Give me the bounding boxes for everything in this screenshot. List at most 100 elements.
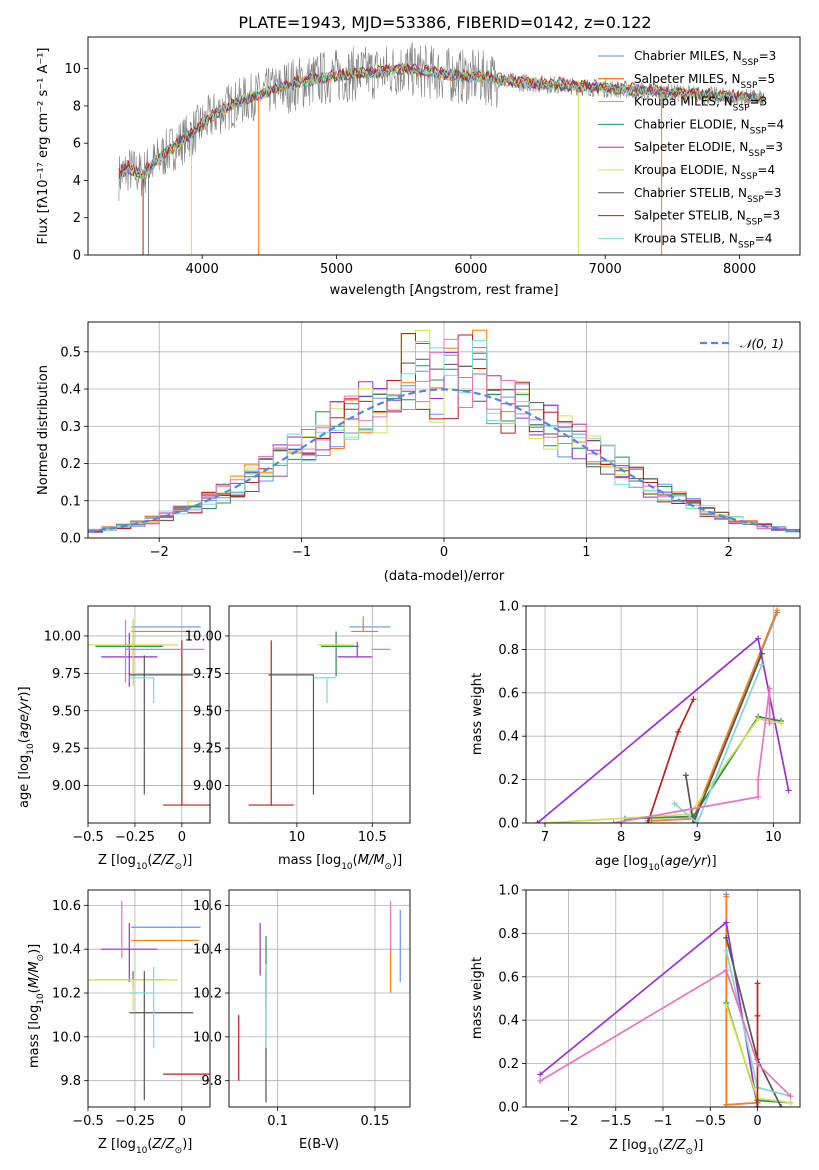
subscript: SSP	[748, 149, 765, 159]
legend-label-4: Salpeter ELODIE, NSSP​=3	[634, 140, 783, 159]
series-line-3	[536, 636, 790, 823]
data-point-4	[132, 644, 134, 646]
label-text: =3	[759, 49, 777, 63]
y-tick-label: 6	[73, 137, 81, 152]
series-marker-8	[755, 776, 762, 783]
series-marker-1	[774, 607, 781, 614]
label-text: (	[353, 853, 358, 868]
y-tick-label: 0.0	[498, 1101, 519, 1116]
y-tick-label: 0.8	[498, 927, 519, 942]
data-point-7	[181, 1073, 183, 1075]
x-tick-label: 8000	[723, 262, 756, 277]
series-marker-3	[537, 1071, 544, 1078]
data-point-8	[371, 648, 373, 651]
label-text: Chabrier STELIB, N	[634, 186, 747, 200]
y-tick-label: 9.25	[52, 742, 81, 757]
y-tick-label: 10.2	[193, 987, 222, 1002]
axes-frame	[87, 889, 211, 1108]
subscript: 10	[136, 1146, 148, 1156]
label-text: =5	[757, 72, 775, 86]
x-tick-label: 8	[617, 830, 625, 845]
legend-label-5: Kroupa ELODIE, NSSP​=4	[634, 163, 775, 182]
label-text: Chabrier MILES, N	[634, 49, 742, 63]
math-text: age/yr	[17, 695, 32, 738]
label-text: )]	[693, 1138, 703, 1153]
subscript: SSP	[747, 195, 764, 205]
data-point-4	[132, 979, 134, 981]
series-marker-7	[754, 1104, 761, 1107]
x-axis-label: mass [log10​(M/M⊙​)]	[278, 853, 402, 872]
y-tick-label: 0.5	[60, 345, 81, 360]
label-text: =3	[763, 209, 781, 223]
subscript: ⊙	[686, 1147, 694, 1157]
series-marker-5	[778, 1104, 785, 1107]
model-spectrum-8	[118, 63, 765, 182]
data-point-5	[143, 1012, 145, 1014]
axes-frame	[87, 36, 801, 256]
label-text: Z [log	[609, 1138, 647, 1153]
data-point-8	[121, 926, 123, 928]
y-axis-label: age [log10​(age/yr)]	[17, 686, 36, 808]
label-text: (	[27, 988, 42, 993]
x-tick-label: 0	[440, 545, 448, 560]
math-text: M/M	[358, 853, 385, 868]
legend-label-8: Kroupa STELIB, NSSP​=4	[634, 231, 772, 250]
chart-2: −0.5 −0.25 0 9.00 9.25 9.50 9.75 10.00 Z [log10​…	[17, 605, 211, 872]
label-text: =4	[755, 231, 773, 245]
subscript: SSP	[733, 104, 750, 114]
y-tick-label: 9.75	[193, 667, 222, 682]
subscript: ⊙	[175, 862, 183, 872]
series-marker-4	[542, 820, 549, 823]
y-tick-label: 9.25	[193, 742, 222, 757]
subscript: 10	[341, 862, 353, 872]
label-text: Salpeter MILES, N	[634, 72, 741, 86]
math-text: Z/Z	[151, 853, 175, 868]
y-tick-label: 10	[64, 62, 81, 77]
x-tick-label: 6000	[454, 262, 487, 277]
x-tick-label: 2	[725, 545, 733, 560]
subscript: 10	[647, 1147, 659, 1157]
plot-area	[229, 890, 410, 1107]
data-point-0	[399, 937, 401, 939]
x-tick-label: 0.15	[360, 1114, 389, 1129]
y-tick-label: 9.8	[201, 1074, 222, 1089]
y-tick-label: 9.50	[193, 704, 222, 719]
y-tick-label: 0.1	[60, 494, 81, 509]
chart-6: 0.1 0.15 9.8 10.0 10.2 10.4 10.6 E(B-V)	[193, 889, 411, 1152]
axes-frame	[525, 889, 801, 1108]
series-marker-8	[754, 1060, 761, 1067]
series-marker-4	[723, 1002, 730, 1009]
series-marker-5	[723, 934, 730, 941]
data-point-1	[169, 630, 172, 633]
label-text: (	[17, 738, 32, 743]
plot-area	[229, 606, 410, 823]
chart-4: 7 8 9 10 0.0 0.2 0.4 0.6 0.8 1.0 mass weight age [l…	[470, 600, 801, 873]
chart-1: −2 −1 0 1 2 0.0 0.1 0.2 0.3 0.4 0.5 (data-model)/er…	[36, 321, 801, 584]
y-tick-label: 9.00	[52, 779, 81, 794]
y-tick-label: 10.4	[193, 943, 222, 958]
axes-frame	[228, 889, 411, 1108]
plot-area	[88, 606, 210, 823]
series-marker-7	[690, 696, 697, 703]
y-tick-label: 0.6	[498, 970, 519, 985]
data-point-3	[356, 656, 358, 658]
y-tick-label: 10.6	[52, 899, 81, 914]
axes-frame	[87, 605, 211, 824]
legend-label-6: Chabrier STELIB, NSSP​=3	[634, 186, 782, 205]
series-marker-8	[537, 1077, 544, 1084]
chart-0: 4000 5000 6000 7000 8000 0 2 4 6 8 10 PLATE=1943, M…	[36, 13, 801, 298]
x-tick-label: 0	[753, 1114, 761, 1129]
label-text: Salpeter STELIB, N	[634, 209, 746, 223]
label-text: age [log	[595, 854, 648, 869]
label-text: )]	[392, 853, 402, 868]
label-text: =3	[764, 186, 782, 200]
series-marker-7	[675, 728, 682, 735]
y-tick-label: 9.50	[52, 704, 81, 719]
plot-area	[88, 890, 210, 1107]
series-line-7	[646, 698, 695, 823]
data-point-3	[128, 948, 130, 950]
y-axis-label: Normed distribution	[36, 365, 51, 495]
chart-7: −2 −1.5 −1 −0.5 0 0.0 0.2 0.4 0.6 0.8 1.0 mass weig…	[470, 884, 801, 1157]
y-tick-label: 0.0	[60, 532, 81, 547]
